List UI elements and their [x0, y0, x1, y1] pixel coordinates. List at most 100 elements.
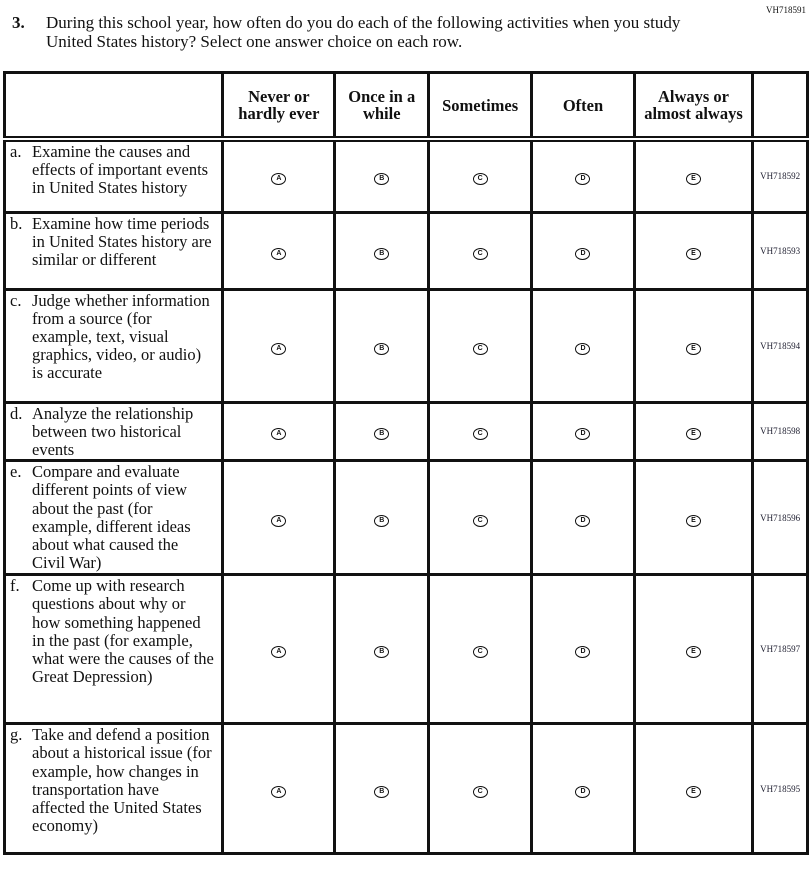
answer-bubble[interactable]: A — [271, 646, 287, 659]
question-number: 3. — [12, 13, 25, 32]
answer-bubble[interactable]: E — [685, 785, 701, 798]
answer-bubble[interactable]: D — [575, 785, 591, 798]
answer-cell: D — [530, 459, 636, 577]
row-letter: d. — [10, 403, 23, 423]
row-id: VH718598 — [751, 400, 809, 463]
answer-bubble[interactable]: D — [575, 342, 591, 355]
row-text: Examine how time periods in United State… — [32, 213, 212, 269]
answer-bubble[interactable]: C — [472, 173, 488, 186]
row-letter: e. — [10, 462, 22, 482]
answer-bubble[interactable]: E — [685, 247, 701, 260]
answer-cell: B — [333, 573, 430, 726]
answer-cell: C — [426, 459, 534, 577]
answer-cell: A — [221, 573, 337, 726]
answer-cell: B — [333, 287, 430, 404]
row-letter: a. — [10, 142, 22, 161]
answer-cell: B — [333, 400, 430, 463]
answer-bubble[interactable]: A — [271, 514, 287, 527]
column-header: Sometimes — [426, 71, 534, 142]
header-row: Never or hardly ever Once in a while Som… — [2, 71, 809, 142]
answer-cell: E — [632, 210, 755, 291]
answer-bubble[interactable]: A — [271, 247, 287, 260]
answer-cell: E — [632, 459, 755, 577]
row-item: a. Examine the causes and effects of impo… — [2, 137, 225, 214]
answer-cell: B — [333, 459, 430, 577]
answer-bubble[interactable]: C — [472, 785, 488, 798]
table-row: c. Judge whether information from a sourc… — [2, 287, 809, 404]
answer-bubble[interactable]: C — [472, 646, 488, 659]
table-row: e. Compare and evaluate different points … — [2, 459, 809, 577]
answer-bubble[interactable]: A — [271, 428, 287, 441]
row-text: Judge whether information from a source … — [32, 290, 210, 383]
table-row: g. Take and defend a position about a his… — [2, 722, 809, 856]
answer-bubble[interactable]: E — [685, 173, 701, 186]
answer-cell: D — [530, 137, 636, 214]
answer-bubble[interactable]: D — [575, 247, 591, 260]
row-text: Examine the causes and effects of import… — [32, 142, 209, 198]
answer-cell: E — [632, 287, 755, 404]
answer-bubble[interactable]: B — [374, 785, 390, 798]
answer-cell: A — [221, 722, 337, 856]
column-header: Once in a while — [333, 71, 430, 142]
row-text: Analyze the relationship between two his… — [32, 403, 194, 459]
row-id: VH718597 — [751, 573, 809, 726]
answer-bubble[interactable]: B — [374, 514, 390, 527]
answer-bubble[interactable]: E — [685, 646, 701, 659]
answer-bubble[interactable]: D — [575, 428, 591, 441]
answer-cell: D — [530, 400, 636, 463]
answer-bubble[interactable]: B — [374, 247, 390, 260]
answer-bubble[interactable]: B — [374, 428, 390, 441]
response-grid: Never or hardly ever Once in a while Som… — [2, 71, 809, 856]
answer-cell: C — [426, 210, 534, 291]
answer-bubble[interactable]: E — [685, 342, 701, 355]
row-text: Take and defend a position about a histo… — [32, 725, 212, 836]
answer-cell: A — [221, 137, 337, 214]
answer-cell: A — [221, 210, 337, 291]
question-id: VH718591 — [766, 5, 806, 15]
answer-bubble[interactable]: C — [472, 514, 488, 527]
answer-bubble[interactable]: A — [271, 173, 287, 186]
answer-cell: E — [632, 137, 755, 214]
answer-cell: D — [530, 210, 636, 291]
row-letter: g. — [10, 725, 23, 745]
row-text: Compare and evaluate different points of… — [32, 462, 191, 573]
table-row: b. Examine how time periods in United Sta… — [2, 210, 809, 291]
answer-cell: A — [221, 287, 337, 404]
row-id: VH718595 — [751, 722, 809, 856]
answer-cell: C — [426, 400, 534, 463]
answer-bubble[interactable]: D — [575, 646, 591, 659]
header-blank — [2, 71, 225, 142]
row-item: e. Compare and evaluate different points … — [2, 459, 225, 577]
row-item: c. Judge whether information from a sourc… — [2, 287, 225, 404]
row-id: VH718596 — [751, 459, 809, 577]
row-id: VH718593 — [751, 210, 809, 291]
answer-bubble[interactable]: A — [271, 785, 287, 798]
answer-cell: A — [221, 459, 337, 577]
answer-bubble[interactable]: E — [685, 514, 701, 527]
answer-bubble[interactable]: B — [374, 173, 390, 186]
header-blank — [751, 71, 809, 142]
row-letter: c. — [10, 290, 22, 310]
answer-bubble[interactable]: C — [472, 342, 488, 355]
answer-bubble[interactable]: D — [575, 514, 591, 527]
table-row: a. Examine the causes and effects of impo… — [2, 137, 809, 214]
answer-bubble[interactable]: B — [374, 342, 390, 355]
answer-bubble[interactable]: C — [472, 428, 488, 441]
answer-bubble[interactable]: D — [575, 173, 591, 186]
answer-bubble[interactable]: C — [472, 247, 488, 260]
row-letter: b. — [10, 213, 23, 233]
answer-bubble[interactable]: B — [374, 646, 390, 659]
row-item: g. Take and defend a position about a his… — [2, 722, 225, 856]
answer-cell: C — [426, 137, 534, 214]
answer-bubble[interactable]: A — [271, 342, 287, 355]
answer-cell: B — [333, 137, 430, 214]
answer-cell: B — [333, 210, 430, 291]
column-header: Always or almost always — [632, 71, 755, 142]
answer-cell: D — [530, 722, 636, 856]
answer-cell: C — [426, 722, 534, 856]
answer-bubble[interactable]: E — [685, 428, 701, 441]
answer-cell: E — [632, 400, 755, 463]
answer-cell: A — [221, 400, 337, 463]
answer-cell: E — [632, 573, 755, 726]
question-text: During this school year, how often do yo… — [46, 13, 681, 51]
